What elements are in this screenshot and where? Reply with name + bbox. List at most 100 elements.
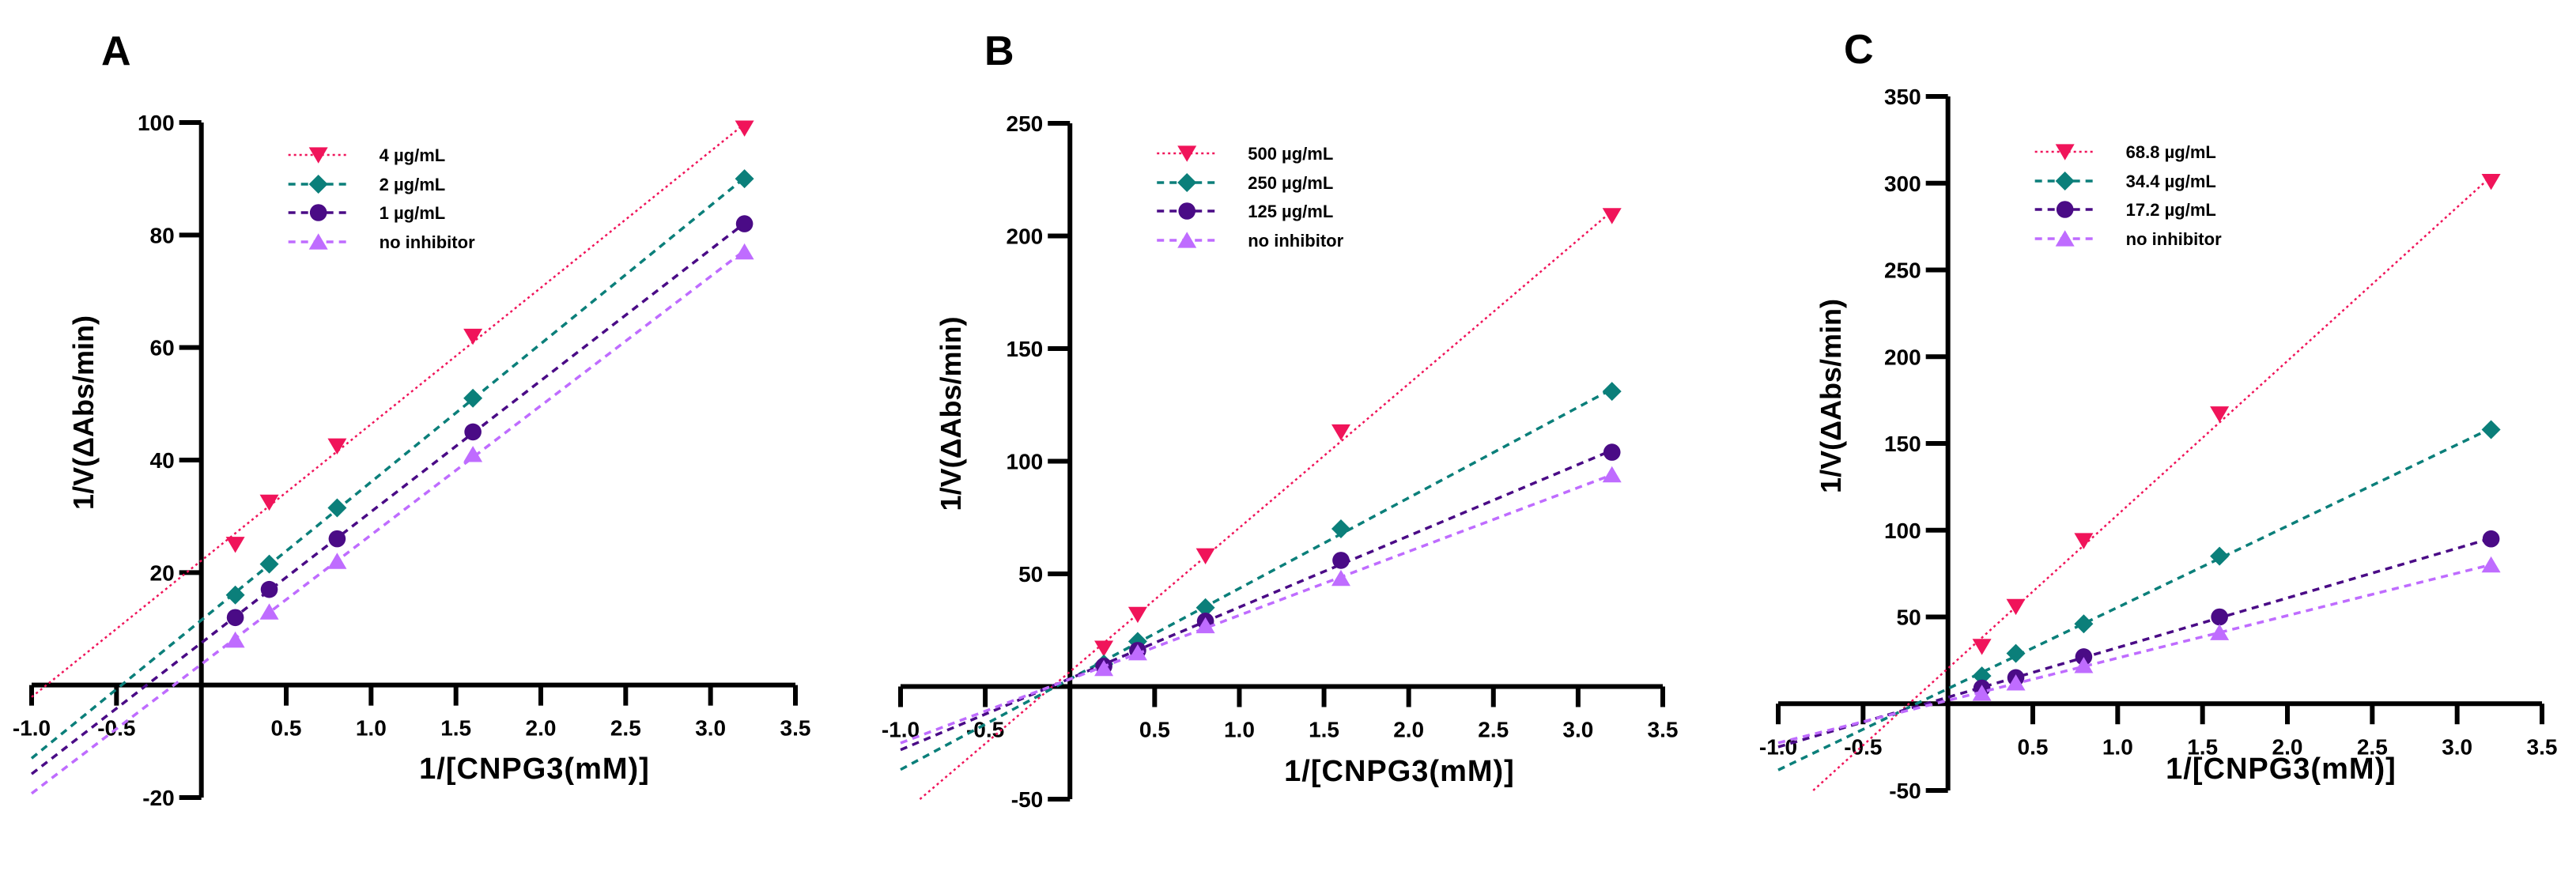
data-point <box>735 120 754 137</box>
fit-line <box>919 210 1613 800</box>
legend-marker <box>1177 173 1197 192</box>
data-point <box>1195 617 1215 634</box>
data-point <box>226 609 244 627</box>
x-tick-label: 2.0 <box>526 716 557 741</box>
series-1: 2 µg/mL <box>30 169 754 760</box>
data-point <box>2211 608 2228 626</box>
x-tick-label: 1.5 <box>440 716 471 741</box>
x-tick-label: 2.5 <box>610 716 641 741</box>
y-axis-label: 1/V(ΔAbs/min) <box>67 315 100 510</box>
fit-line <box>900 449 1613 752</box>
y-tick-label: -50 <box>1011 787 1043 812</box>
x-tick-label: 0.5 <box>271 716 302 741</box>
fit-line <box>1777 537 2492 749</box>
legend-label: 125 µg/mL <box>1248 202 1333 221</box>
data-point <box>463 388 483 408</box>
y-tick-label: 40 <box>150 448 175 473</box>
y-tick-label: 100 <box>1884 519 1921 543</box>
data-point <box>464 423 482 441</box>
data-point <box>1602 208 1622 224</box>
y-tick-label: 50 <box>1897 605 1921 630</box>
data-point <box>327 438 347 455</box>
data-point <box>1195 548 1215 564</box>
x-axis-label: 1/[CNPG3(mM)] <box>1284 755 1515 788</box>
legend-label: 34.4 µg/mL <box>2126 172 2216 191</box>
y-axis-label: 1/V(ΔAbs/min) <box>935 317 967 511</box>
series-1: 34.4 µg/mL <box>1777 172 2501 771</box>
data-point <box>259 494 279 511</box>
panel-label: B <box>984 28 1014 74</box>
data-point <box>735 243 754 260</box>
legend-label: 2 µg/mL <box>380 175 446 194</box>
y-tick-label: -50 <box>1889 779 1921 803</box>
legend-label: 17.2 µg/mL <box>2126 200 2216 220</box>
fit-line <box>30 222 746 775</box>
data-point <box>2481 173 2501 190</box>
data-point <box>463 328 483 345</box>
x-tick-label: 1.0 <box>2102 734 2133 759</box>
panel-label: C <box>1844 27 1874 73</box>
x-tick-label: 0.5 <box>1139 718 1170 742</box>
x-tick-label: 3.0 <box>1562 718 1593 742</box>
fit-line <box>1777 427 2492 771</box>
x-tick-label: 1.0 <box>1224 718 1255 742</box>
y-tick-label: -20 <box>142 786 174 810</box>
data-point <box>2210 406 2230 423</box>
data-point <box>735 215 754 232</box>
data-point <box>225 585 245 605</box>
data-point <box>1602 466 1622 483</box>
legend-marker <box>2055 230 2075 247</box>
x-tick-label: 1.5 <box>2187 734 2218 759</box>
data-point <box>2210 624 2230 640</box>
fit-line <box>900 387 1613 771</box>
legend-label: 500 µg/mL <box>1248 144 1333 164</box>
x-tick-label: 1.5 <box>1309 718 1339 742</box>
series-0: 500 µg/mL <box>919 144 1622 800</box>
data-point <box>1331 424 1350 441</box>
series-3: no inhibitor <box>900 231 1622 745</box>
legend-marker <box>1178 202 1196 220</box>
fit-line <box>1777 563 2492 745</box>
x-tick-label: 2.5 <box>1478 718 1509 742</box>
data-point <box>1972 666 1992 686</box>
legend-label: no inhibitor <box>2126 229 2222 249</box>
data-point <box>327 498 347 518</box>
fit-line <box>30 249 746 795</box>
data-point <box>2074 614 2094 634</box>
data-point <box>1127 643 1147 661</box>
series-0: 4 µg/mL <box>31 120 754 698</box>
panel-label: A <box>101 28 131 74</box>
panel-a: A-2020406080100-1.0-0.50.51.01.52.02.53.… <box>13 28 811 810</box>
legend-label: 4 µg/mL <box>380 145 446 165</box>
data-point <box>2006 598 2026 616</box>
series-3: no inhibitor <box>30 232 754 795</box>
data-point <box>1195 598 1215 617</box>
data-point <box>2210 546 2230 566</box>
data-point <box>2006 643 2026 663</box>
legend-marker <box>2056 201 2074 218</box>
data-point <box>463 446 483 462</box>
legend-marker <box>1177 232 1197 248</box>
series-0: 68.8 µg/mL <box>1812 142 2501 791</box>
y-tick-label: 200 <box>1007 224 1044 249</box>
data-point <box>328 530 346 548</box>
y-tick-label: 250 <box>1884 258 1921 283</box>
data-point <box>1331 519 1350 538</box>
data-point <box>2006 674 2026 691</box>
series-2: 1 µg/mL <box>30 203 754 775</box>
legend-marker <box>309 204 327 221</box>
data-point <box>1332 552 1350 569</box>
fit-line <box>30 176 746 760</box>
data-point <box>259 554 279 574</box>
data-point <box>2074 533 2094 549</box>
y-tick-label: 100 <box>138 111 175 135</box>
y-tick-label: 80 <box>150 223 175 247</box>
data-point <box>2074 657 2094 673</box>
y-tick-label: 60 <box>150 336 175 360</box>
y-tick-label: 300 <box>1884 172 1921 196</box>
x-axis-label: 1/[CNPG3(mM)] <box>419 753 650 786</box>
y-tick-label: 200 <box>1884 345 1921 369</box>
data-point <box>259 603 279 620</box>
